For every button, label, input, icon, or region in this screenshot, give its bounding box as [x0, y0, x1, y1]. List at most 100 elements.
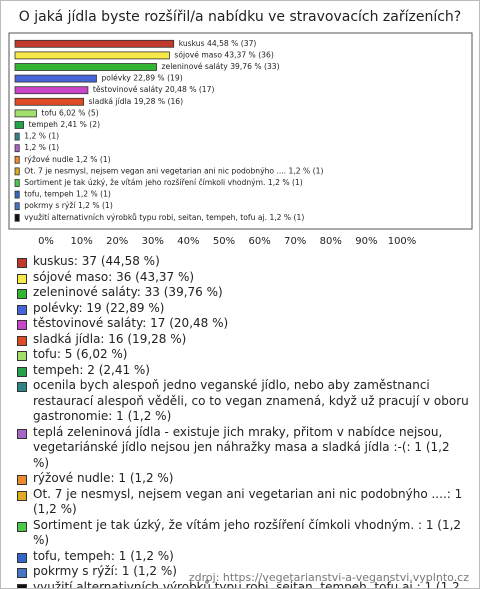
- bar-label: Sortiment je tak úzký, že vítám jeho roz…: [24, 178, 303, 187]
- bar-label: tofu 6,02 % (5): [41, 108, 98, 117]
- legend-swatch: [17, 490, 27, 501]
- bar-category: tofu, tempeh: [24, 190, 73, 199]
- legend-label: zeleninové saláty: 33 (39,76 %): [33, 285, 223, 299]
- bar-category: zeleninové saláty: [162, 62, 229, 71]
- legend-item: teplá zeleninová jídla - existuje jich m…: [17, 425, 469, 472]
- bar: [14, 63, 157, 71]
- legend-item: ocenila bych alespoň jedno veganské jídl…: [17, 378, 469, 425]
- bar-category: těstovinové saláty: [93, 85, 163, 94]
- source: zdroj: https://vegetarianstvi-a-veganstv…: [188, 571, 469, 584]
- x-tick-label: 80%: [320, 236, 342, 247]
- bar: [14, 97, 85, 106]
- bar-label: Ot. 7 je nesmysl, nejsem vegan ani veget…: [24, 166, 323, 175]
- bar-label: tofu, tempeh 1,2 % (1): [24, 190, 111, 199]
- legend-swatch: [17, 273, 27, 284]
- bar-value-label: 1,2 % (1): [76, 190, 111, 199]
- bar-category: polévky: [101, 74, 131, 83]
- legend-label: kuskus: 37 (44,58 %): [33, 254, 160, 268]
- bar: [14, 155, 20, 164]
- legend-item: Sortiment je tak úzký, že vítám jeho roz…: [17, 518, 469, 549]
- bar-label: 1,2 % (1): [24, 132, 59, 141]
- bar: [14, 179, 20, 187]
- bar-value-label: 1,2 % (1): [78, 201, 113, 210]
- bar: [14, 167, 20, 176]
- bar-value-label: 1,2 % (1): [24, 132, 59, 141]
- legend-swatch: [17, 552, 27, 563]
- bar-value-label: 1,2 % (1): [268, 178, 303, 187]
- bar: [14, 86, 89, 95]
- legend-swatch: [17, 289, 27, 299]
- bar-category: tofu: [41, 108, 56, 117]
- bar: [14, 51, 170, 60]
- bar-value-label: 20,48 % (17): [165, 85, 214, 94]
- bar-value-label: 1,2 % (1): [76, 155, 111, 164]
- legend-swatch: [17, 335, 27, 346]
- bar-label: těstovinové saláty 20,48 % (17): [93, 85, 215, 94]
- bar-value-label: 22,89 % (19): [133, 74, 182, 83]
- bar: [14, 132, 20, 141]
- bar: [14, 121, 24, 129]
- bar-value-label: 19,28 % (16): [134, 97, 183, 106]
- legend-swatch: [17, 382, 27, 392]
- x-tick-label: 60%: [248, 236, 270, 247]
- legend-item: využití alternativních výrobků typu robi…: [17, 579, 469, 589]
- legend-swatch: [17, 304, 27, 315]
- legend-label: sladká jídla: 16 (19,28 %): [33, 331, 187, 346]
- legend-item: tempeh: 2 (2,41 %): [17, 363, 469, 379]
- legend-swatch: [17, 320, 27, 330]
- legend-label: těstovinové saláty: 17 (20,48 %): [33, 316, 229, 330]
- bar-label: využití alternativních výrobků typu robi…: [24, 213, 304, 222]
- bar-value-label: 39,76 % (33): [230, 62, 279, 71]
- bar-value-label: 6,02 % (5): [59, 108, 99, 117]
- bar-value-label: 1,2 % (1): [24, 143, 59, 152]
- bar: [14, 144, 20, 153]
- legend-item: pokrmy s rýží: 1 (1,2 %): [17, 564, 469, 580]
- legend-label: polévky: 19 (22,89 %): [33, 300, 165, 315]
- legend-swatch: [17, 366, 27, 377]
- bar: [14, 213, 20, 222]
- bar-label: sladká jídla 19,28 % (16): [89, 97, 184, 106]
- bar: [14, 202, 20, 211]
- legend-swatch: [17, 258, 27, 268]
- bar-value-label: 44,58 % (37): [207, 39, 256, 48]
- legend-item: polévky: 19 (22,89 %): [17, 301, 469, 317]
- x-tick-label: 10%: [70, 236, 92, 247]
- bar-label: pokrmy s rýží 1,2 % (1): [24, 201, 113, 210]
- bar-label: sójové maso 43,37 % (36): [174, 50, 273, 59]
- bar: [14, 109, 37, 118]
- bar-label: polévky 22,89 % (19): [101, 74, 182, 83]
- legend-item: rýžové nudle: 1 (1,2 %): [17, 471, 469, 487]
- legend-label: využití alternativních výrobků typu robi…: [33, 579, 460, 589]
- x-tick-label: 90%: [355, 236, 377, 247]
- bar-value-label: 1,2 % (1): [269, 213, 304, 222]
- x-tick-label: 70%: [284, 236, 306, 247]
- bar-label: kuskus 44,58 % (37): [179, 39, 257, 48]
- x-tick-label: 100%: [388, 236, 417, 247]
- legend-swatch: [17, 568, 27, 578]
- legend-swatch: [17, 521, 27, 532]
- bar-category: kuskus: [179, 39, 205, 48]
- bar-category: rýžové nudle: [24, 155, 73, 164]
- legend-item: tofu: 5 (6,02 %): [17, 347, 469, 363]
- legend-label: ocenila bych alespoň jedno veganské jídl…: [33, 378, 469, 423]
- legend-item: tofu, tempeh: 1 (1,2 %): [17, 549, 469, 565]
- legend-item: sladká jídla: 16 (19,28 %): [17, 332, 469, 348]
- bar-category: tempeh: [29, 120, 59, 129]
- legend-label: tofu, tempeh: 1 (1,2 %): [33, 548, 174, 563]
- bar-value-label: 2,41 % (2): [60, 120, 100, 129]
- bar-category: pokrmy s rýží: [24, 201, 76, 210]
- bar: [14, 190, 20, 199]
- x-tick-label: 0%: [38, 236, 54, 247]
- legend-label: teplá zeleninová jídla - existuje jich m…: [33, 424, 450, 470]
- legend-label: tofu: 5 (6,02 %): [33, 347, 128, 361]
- bar-category: sladká jídla: [89, 97, 132, 106]
- plot-frame: [8, 32, 473, 230]
- legend-label: Sortiment je tak úzký, že vítám jeho roz…: [33, 517, 462, 548]
- legend-label: sójové maso: 36 (43,37 %): [33, 269, 195, 284]
- bar-label: zeleninové saláty 39,76 % (33): [162, 62, 280, 71]
- bar-label: 1,2 % (1): [24, 143, 59, 152]
- legend-item: těstovinové saláty: 17 (20,48 %): [17, 316, 469, 332]
- chart-title: O jaká jídla byste rozšířil/a nabídku ve…: [19, 9, 461, 25]
- legend-label: Ot. 7 je nesmysl, nejsem vegan ani veget…: [33, 486, 463, 517]
